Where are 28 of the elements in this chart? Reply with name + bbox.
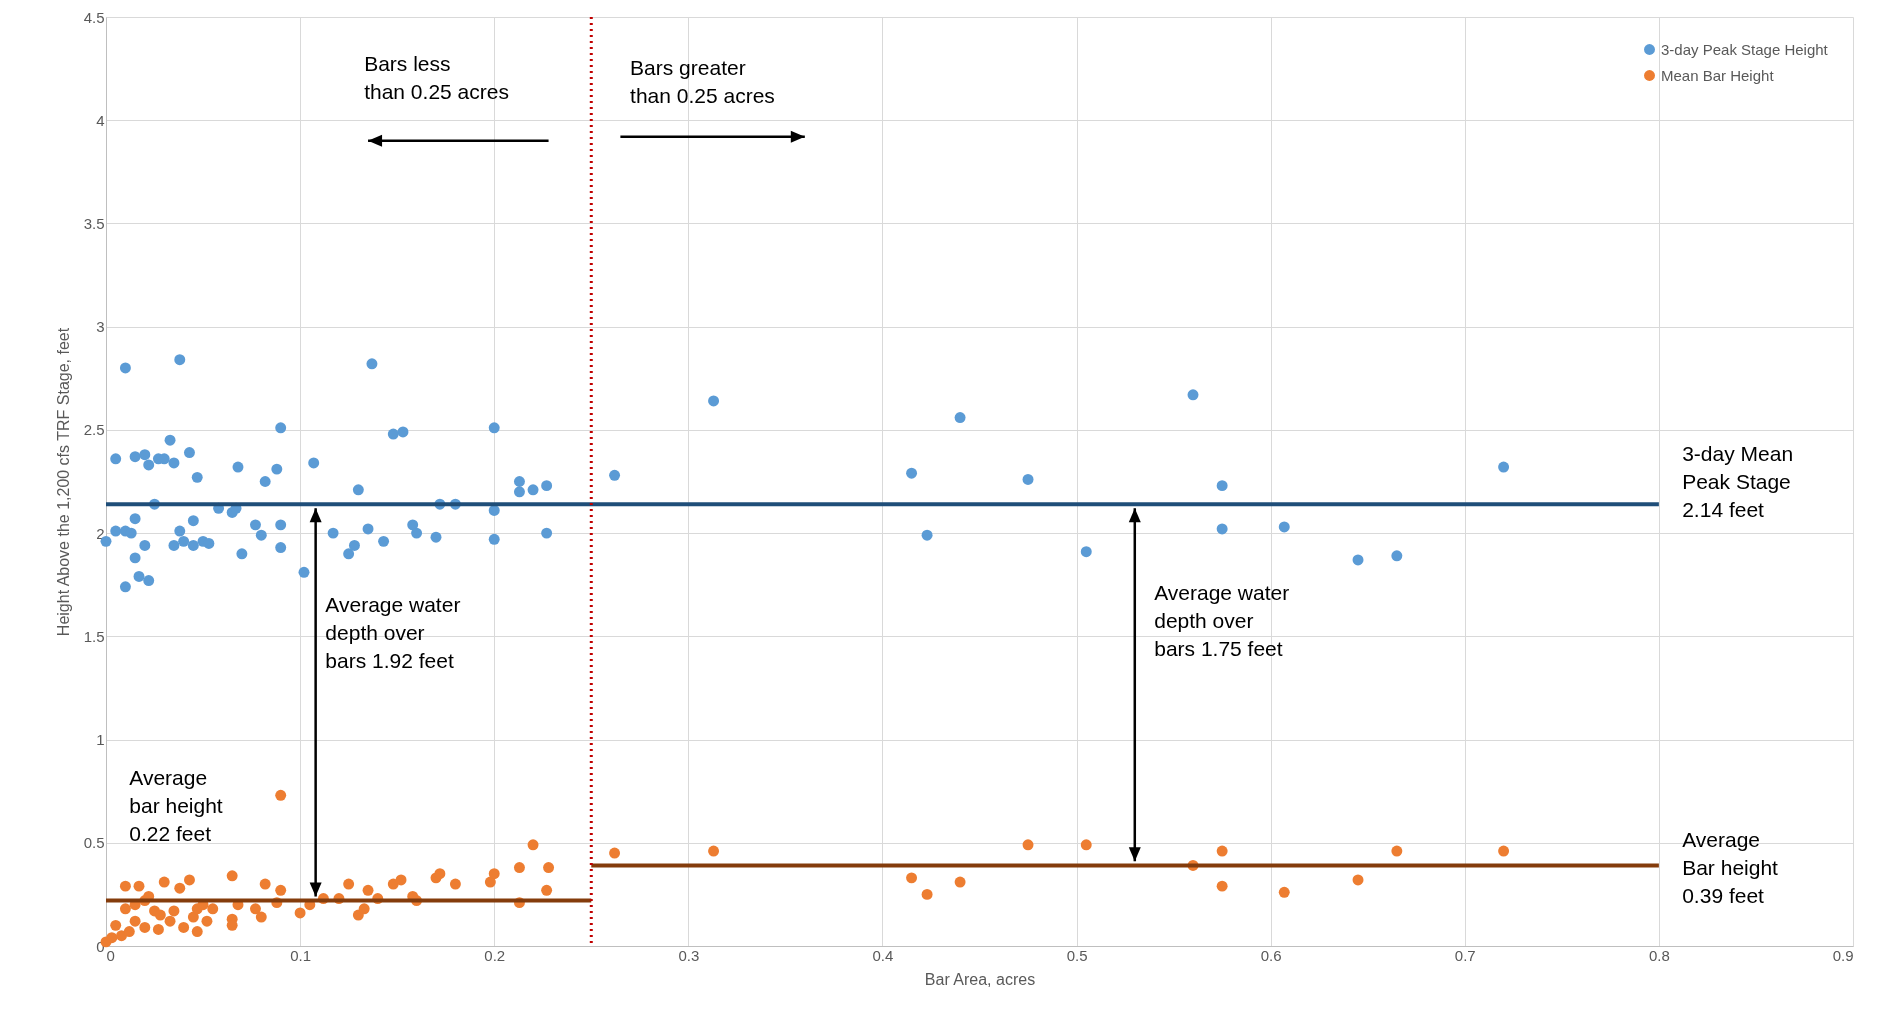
legend-label: 3-day Peak Stage Height xyxy=(1661,40,1829,58)
x-tick-label: 0.2 xyxy=(484,946,506,964)
annotation: Average water depth over bars 1.92 feet xyxy=(325,593,461,673)
y-tick-label: 0.5 xyxy=(83,834,105,852)
y-tick-label: 2.5 xyxy=(83,421,105,439)
legend-label: Mean Bar Height xyxy=(1661,66,1775,84)
x-tick-label: 0.4 xyxy=(872,946,894,964)
x-tick-label: 0.5 xyxy=(1066,946,1088,964)
x-tick-label: 0.6 xyxy=(1260,946,1282,964)
x-tick-label: 0.3 xyxy=(678,946,700,964)
annotation: Average bar height 0.22 feet xyxy=(129,766,223,846)
x-tick-label: 0.8 xyxy=(1648,946,1670,964)
annotation: Bars less than 0.25 acres xyxy=(364,52,509,104)
y-tick-label: 1 xyxy=(96,731,105,749)
y-tick-label: 4.5 xyxy=(83,8,105,26)
annotation: 3-day Mean Peak Stage 2.14 feet xyxy=(1682,442,1794,522)
annotation: Average Bar height 0.39 feet xyxy=(1682,828,1779,908)
y-tick-label: 3 xyxy=(96,318,105,336)
annotation: Average water depth over bars 1.75 feet xyxy=(1154,580,1290,660)
y-axis-title: Height Above the 1,200 cfs TRF Stage, feet xyxy=(54,327,72,637)
x-axis-title: Bar Area, acres xyxy=(924,970,1036,988)
annotation: Bars greater than 0.25 acres xyxy=(630,56,775,108)
y-tick-label: 3.5 xyxy=(83,214,105,232)
y-tick-label: 4 xyxy=(96,111,105,129)
x-tick-label: 0.9 xyxy=(1832,946,1854,964)
y-tick-label: 1.5 xyxy=(83,627,105,645)
x-tick-label: 0.1 xyxy=(290,946,312,964)
x-tick-label: 0.7 xyxy=(1454,946,1476,964)
